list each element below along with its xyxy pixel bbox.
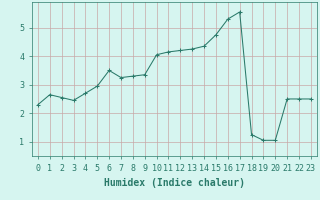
X-axis label: Humidex (Indice chaleur): Humidex (Indice chaleur) xyxy=(104,178,245,188)
